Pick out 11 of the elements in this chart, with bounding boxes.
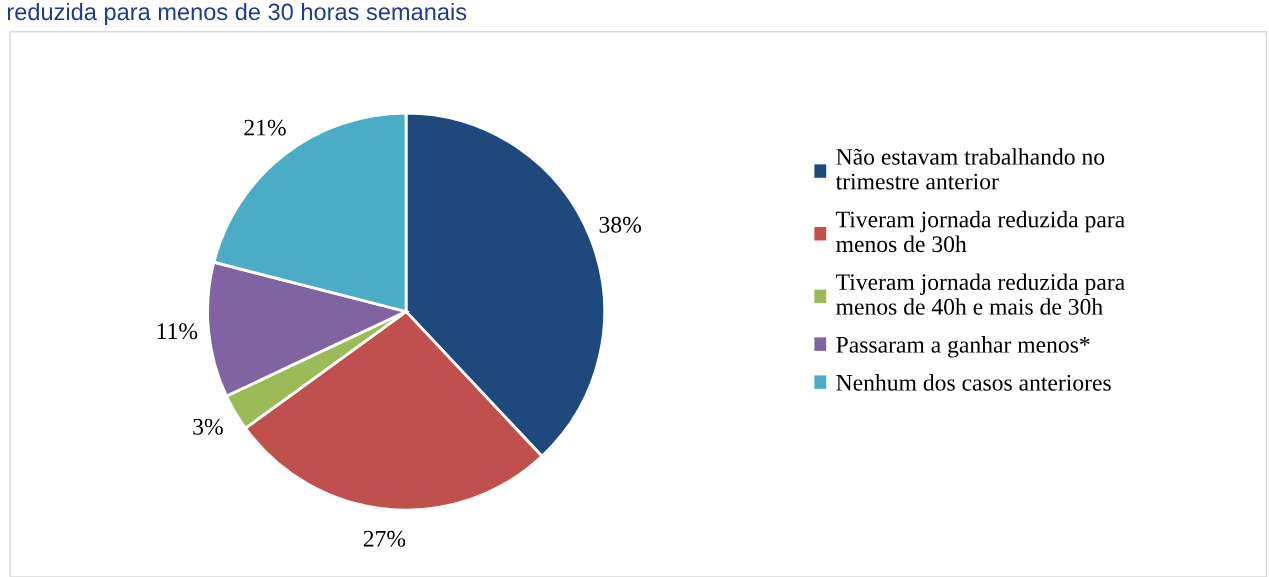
data-label: 38%	[599, 216, 641, 233]
chart-title: reduzida para menos de 30 horas semanais	[7, 2, 467, 25]
legend-label: Nenhum dos casos anteriores	[836, 374, 1111, 391]
legend-label: Passaram a ganhar menos*	[836, 336, 1090, 358]
legend-label: Não estavam trabalhando no trimestre anterior	[835, 148, 1105, 190]
data-label: 3%	[193, 418, 223, 435]
legend-label: Tiveram jornada reduzida para menos de 40h e mais de 30h	[836, 273, 1125, 315]
data-label: 21%	[244, 119, 286, 136]
legend-label: Tiveram jornada reduzida para menos de 30h	[836, 210, 1125, 253]
data-label: 11%	[157, 323, 198, 340]
data-label: 27%	[363, 530, 406, 547]
